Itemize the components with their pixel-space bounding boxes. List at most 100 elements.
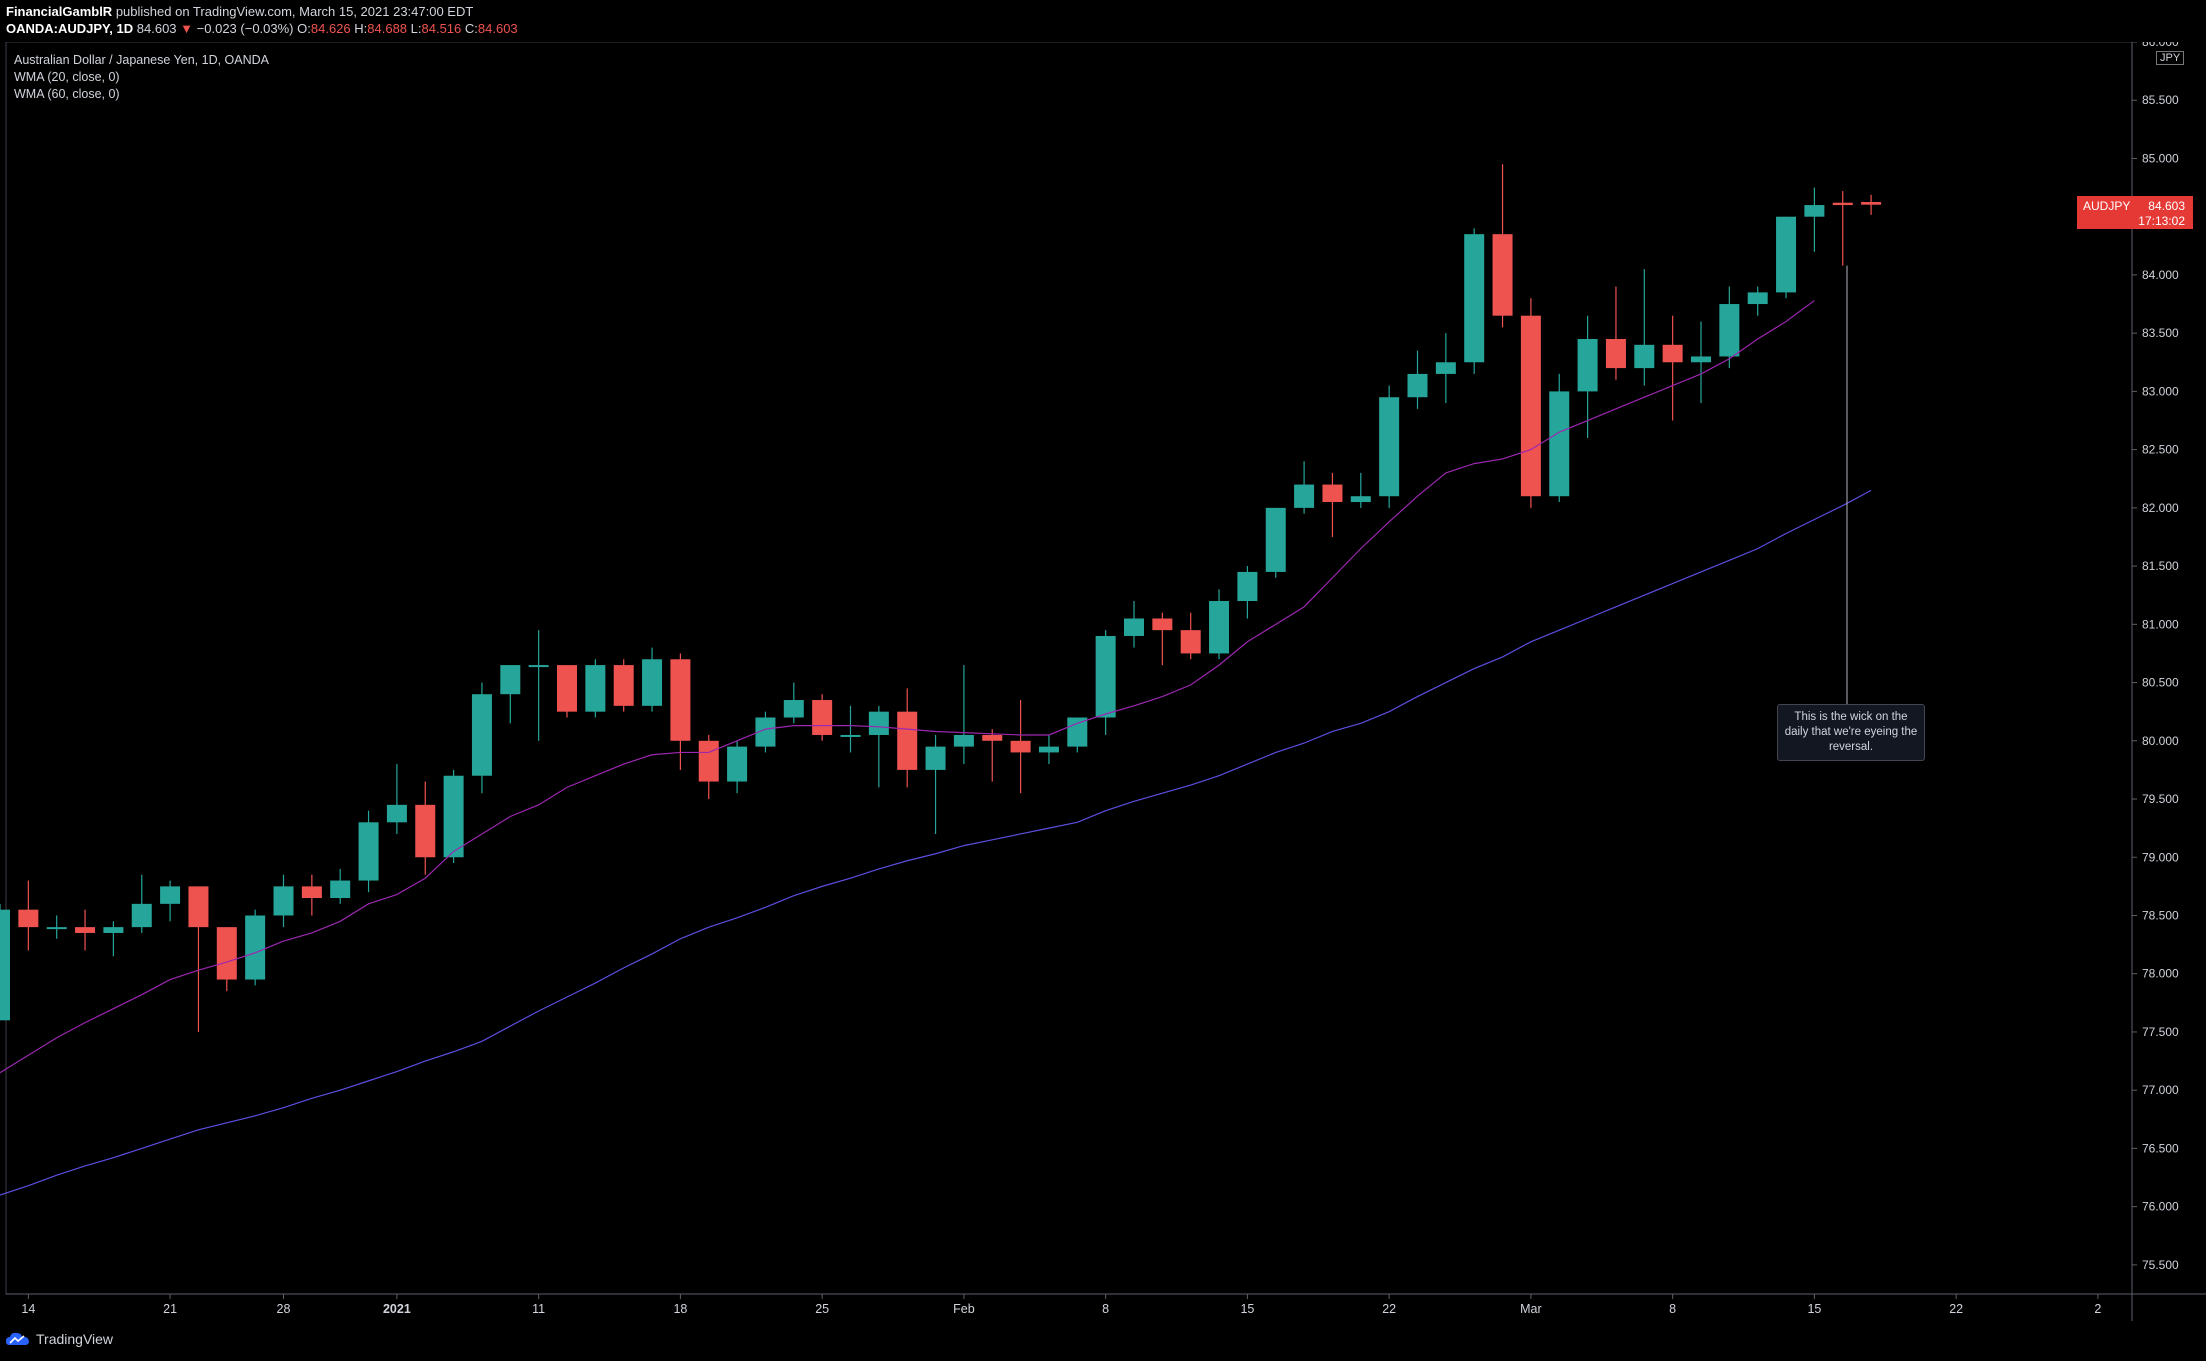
price-tick-label: 75.500: [2142, 1258, 2179, 1272]
price-tick-label: 83.500: [2142, 326, 2179, 340]
time-tick-label: 28: [277, 1302, 291, 1316]
candle-body: [528, 665, 549, 668]
currency-label[interactable]: JPY: [2156, 51, 2185, 65]
candle-body: [1350, 496, 1371, 503]
candles-layer: [0, 164, 1882, 1032]
candle-body: [868, 711, 889, 735]
candle-body: [386, 804, 407, 823]
candle-body: [953, 734, 974, 747]
candle-body: [358, 822, 379, 881]
publish-line: FinancialGamblR published on TradingView…: [6, 4, 473, 19]
candle-body: [1265, 507, 1286, 572]
candle-body: [1294, 484, 1315, 508]
wma20-line: [0, 300, 1815, 1074]
candle-body: [273, 886, 294, 916]
wma60-line: [0, 489, 1872, 1196]
candle-body: [1435, 362, 1456, 374]
high-value: 84.688: [367, 21, 408, 36]
price-tick-label: 77.500: [2142, 1025, 2179, 1039]
publication-header: FinancialGamblR published on TradingView…: [0, 0, 2206, 42]
candle-body: [245, 915, 266, 980]
time-tick-label: Mar: [1520, 1302, 1542, 1316]
time-tick-label: 22: [1949, 1302, 1963, 1316]
candle-body: [1492, 234, 1513, 316]
candle-body: [75, 927, 96, 933]
candle-body: [642, 659, 663, 706]
brand-name: TradingView: [36, 1331, 114, 1347]
tradingview-logo[interactable]: TradingView: [6, 1331, 113, 1347]
candle-body: [1038, 746, 1059, 753]
price-tick-label: 81.500: [2142, 559, 2179, 573]
price-tick-label: 85.500: [2142, 93, 2179, 107]
price-tick-label: 81.000: [2142, 617, 2179, 631]
price-tick-label: 80.500: [2142, 676, 2179, 690]
candle-body: [1776, 216, 1797, 293]
candle-body: [698, 740, 719, 782]
legend-title[interactable]: Australian Dollar / Japanese Yen, 1D, OA…: [14, 53, 269, 67]
candle-body: [1322, 484, 1343, 503]
footer-bar: [0, 1321, 2206, 1361]
candle-body: [1691, 356, 1711, 363]
candle-body: [0, 909, 10, 1021]
price-tick-label: 76.500: [2142, 1141, 2179, 1155]
candle-body: [1549, 391, 1570, 497]
legend-wma20[interactable]: WMA (20, close, 0): [14, 70, 120, 84]
candle-body: [812, 700, 833, 735]
low-value: 84.516: [421, 21, 462, 36]
annotation-callout[interactable]: This is the wick on the daily that we're…: [1777, 704, 1925, 761]
candle-body: [1832, 202, 1853, 206]
candle-body: [330, 880, 351, 899]
time-tick-label: 8: [1669, 1302, 1676, 1316]
candle-body: [1634, 344, 1655, 369]
time-tick-label: 15: [1807, 1302, 1821, 1316]
open-label: O:: [297, 21, 311, 36]
candle-body: [1719, 304, 1740, 357]
candle-body: [1180, 630, 1201, 654]
candle-body: [1379, 397, 1400, 497]
candle-body: [783, 700, 804, 718]
last-price-badge: AUDJPY 84.603 17:13:02: [2077, 195, 2193, 229]
candle-body: [982, 734, 1003, 741]
close-value: 84.603: [477, 21, 518, 36]
time-axis: 14 21 28 2021 11 18 25 Feb 8 15 22 Mar 8 15 22 2: [21, 1294, 2101, 1316]
candle-body: [840, 734, 861, 737]
candle-body: [415, 804, 436, 858]
price-tick-label: 80.000: [2142, 734, 2179, 748]
price-tick-label: 82.500: [2142, 443, 2179, 457]
price-tick-label: 82.000: [2142, 501, 2179, 515]
time-tick-label: 18: [673, 1302, 687, 1316]
author-name[interactable]: FinancialGamblR: [6, 4, 113, 19]
candle-body: [1861, 202, 1882, 205]
candle-body: [18, 909, 39, 928]
candle-body: [897, 711, 918, 770]
time-tick-label: Feb: [953, 1302, 975, 1316]
close-label: C:: [464, 21, 478, 36]
time-tick-label: 2: [2094, 1302, 2101, 1316]
price-tick-label: 84.000: [2142, 268, 2179, 282]
badge-countdown: 17:13:02: [2138, 213, 2185, 228]
price-axis: 75.500 76.000 76.500 77.000 77.500 78.000 78.5…: [2132, 35, 2179, 1272]
candle-body: [188, 886, 209, 928]
candle-body: [613, 665, 634, 706]
time-tick-label: 2021: [383, 1302, 411, 1316]
candle-body: [1407, 373, 1428, 398]
badge-symbol: AUDJPY: [2083, 198, 2131, 213]
candle-body: [46, 927, 67, 930]
candle-body: [1095, 635, 1116, 718]
price-tick-label: 77.000: [2142, 1083, 2179, 1097]
candle-body: [1605, 338, 1626, 369]
candle-body: [471, 694, 492, 776]
price-tick-label: 83.000: [2142, 384, 2179, 398]
candle-body: [301, 886, 322, 899]
candle-body: [160, 886, 181, 904]
candle-body: [1577, 338, 1598, 392]
price-tick-label: 78.000: [2142, 967, 2179, 981]
candle-body: [755, 717, 776, 747]
chart-legend: Australian Dollar / Japanese Yen, 1D, OA…: [14, 52, 269, 103]
candle-body: [1520, 315, 1541, 497]
legend-wma60[interactable]: WMA (60, close, 0): [14, 87, 120, 101]
ohlc-line: OANDA:AUDJPY, 1D 84.603 ▼ −0.023 (−0.03%…: [6, 21, 518, 36]
candle-body: [1804, 205, 1825, 217]
tradingview-cloud-icon: [6, 1332, 29, 1345]
